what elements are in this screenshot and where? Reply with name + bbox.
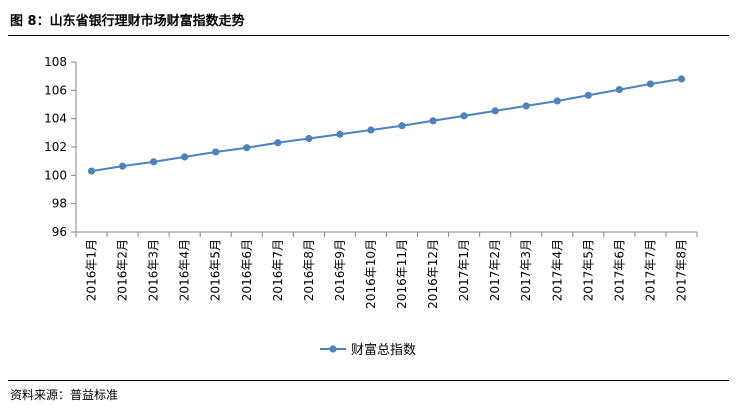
y-tick-label: 102 <box>44 140 67 154</box>
data-point <box>522 102 530 110</box>
x-tick-label: 2016年8月 <box>302 239 316 301</box>
y-tick-label: 98 <box>52 197 67 211</box>
x-tick-label: 2016年9月 <box>333 239 347 301</box>
y-tick-label: 96 <box>52 225 67 239</box>
line-chart: 96 98 100 102 104 106 108 2016年1月 2016年2月 2016年3… <box>44 55 698 358</box>
y-tick-label: 108 <box>44 55 67 69</box>
data-point <box>646 80 655 88</box>
data-point <box>87 167 96 175</box>
x-tick-label: 2017年4月 <box>550 239 564 301</box>
data-point <box>212 148 220 156</box>
data-point <box>150 158 158 166</box>
x-axis-ticks: 2016年1月 2016年2月 2016年3月 2016年4月 2016年5月 2016年… <box>75 232 698 309</box>
y-tick-label: 100 <box>44 168 67 182</box>
series-group <box>87 75 686 175</box>
x-tick-label: 2016年7月 <box>271 239 285 301</box>
data-point <box>429 117 437 125</box>
x-tick-label: 2016年3月 <box>147 239 161 301</box>
legend: 财富总指数 <box>320 342 416 358</box>
top-rule <box>8 35 729 36</box>
x-tick-label: 2017年1月 <box>457 239 471 301</box>
data-point <box>677 75 686 83</box>
x-tick-label: 2016年11月 <box>395 239 409 309</box>
x-tick-label: 2016年1月 <box>85 239 99 301</box>
x-tick-label: 2016年6月 <box>240 239 254 301</box>
data-point <box>274 139 282 147</box>
x-tick-label: 2017年5月 <box>581 239 595 301</box>
bottom-rule <box>8 380 729 381</box>
data-point <box>553 97 561 105</box>
x-tick-label: 2017年3月 <box>519 239 533 301</box>
data-point <box>336 130 344 138</box>
data-point <box>305 134 313 143</box>
source-note: 资料来源：普益标准 <box>10 388 119 402</box>
data-point <box>118 162 127 170</box>
x-tick-label: 2016年10月 <box>364 239 378 309</box>
x-tick-label: 2016年2月 <box>116 239 130 301</box>
data-point <box>181 153 189 161</box>
x-tick-label: 2017年2月 <box>488 239 502 301</box>
data-point <box>460 112 468 120</box>
x-tick-label: 2017年8月 <box>674 239 688 301</box>
legend-label: 财富总指数 <box>351 342 416 358</box>
y-axis-ticks: 96 98 100 102 104 106 108 <box>44 55 76 239</box>
figure-title: 图 8：山东省银行理财市场财富指数走势 <box>10 14 245 29</box>
x-tick-label: 2017年7月 <box>643 239 657 301</box>
data-point <box>243 144 251 152</box>
x-tick-label: 2016年5月 <box>209 239 223 301</box>
x-tick-label: 2016年12月 <box>426 239 440 309</box>
axes <box>75 62 697 233</box>
data-point <box>615 86 623 94</box>
series-line <box>91 78 682 173</box>
x-tick-label: 2016年4月 <box>178 239 192 301</box>
y-tick-label: 106 <box>44 83 67 97</box>
data-point <box>398 122 406 130</box>
data-point <box>584 91 592 99</box>
legend-marker <box>329 345 337 353</box>
data-point <box>367 126 375 134</box>
data-point <box>491 107 499 115</box>
y-tick-label: 104 <box>44 112 67 126</box>
x-tick-label: 2017年6月 <box>612 239 626 301</box>
